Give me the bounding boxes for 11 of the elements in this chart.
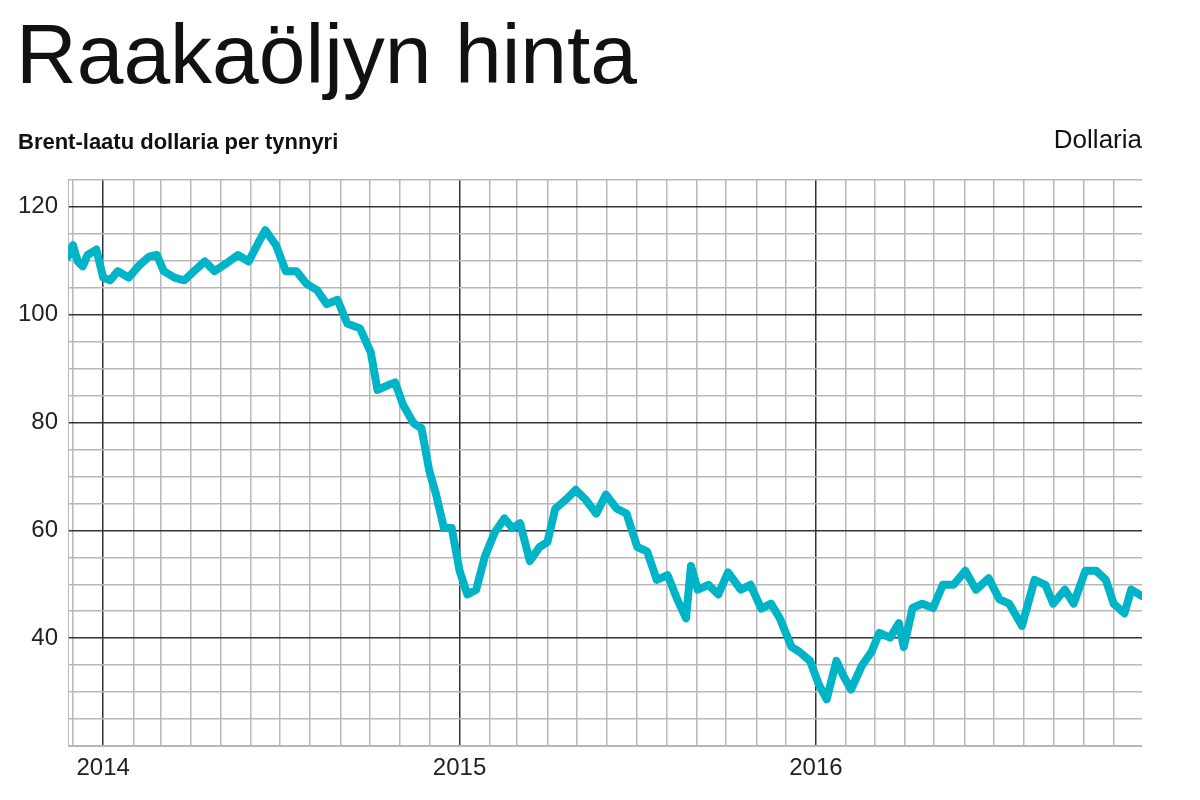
y-tick-label: 120 [18, 191, 59, 219]
y-axis-title: Dollaria [1053, 124, 1142, 155]
x-tick-label: 2015 [432, 753, 487, 781]
x-tick-label: 2014 [76, 753, 130, 781]
y-tick-label: 40 [31, 622, 59, 650]
x-tick-label: 2016 [789, 753, 843, 781]
y-tick-label: 100 [18, 298, 59, 326]
chart-title: Raakaöljyn hinta [16, 7, 639, 101]
chart-subtitle: Brent-laatu dollaria per tynnyri [18, 129, 339, 155]
y-tick-label: 60 [31, 514, 59, 542]
y-tick-label: 80 [31, 406, 59, 434]
